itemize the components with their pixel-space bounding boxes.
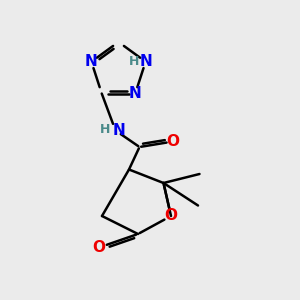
Text: N: N xyxy=(139,54,152,69)
Text: O: O xyxy=(92,240,106,255)
Text: H: H xyxy=(129,55,140,68)
Text: N: N xyxy=(85,54,98,69)
Text: O: O xyxy=(166,134,179,149)
Text: O: O xyxy=(164,208,178,224)
Text: N: N xyxy=(112,123,125,138)
Text: H: H xyxy=(100,123,110,136)
Text: N: N xyxy=(129,86,142,101)
